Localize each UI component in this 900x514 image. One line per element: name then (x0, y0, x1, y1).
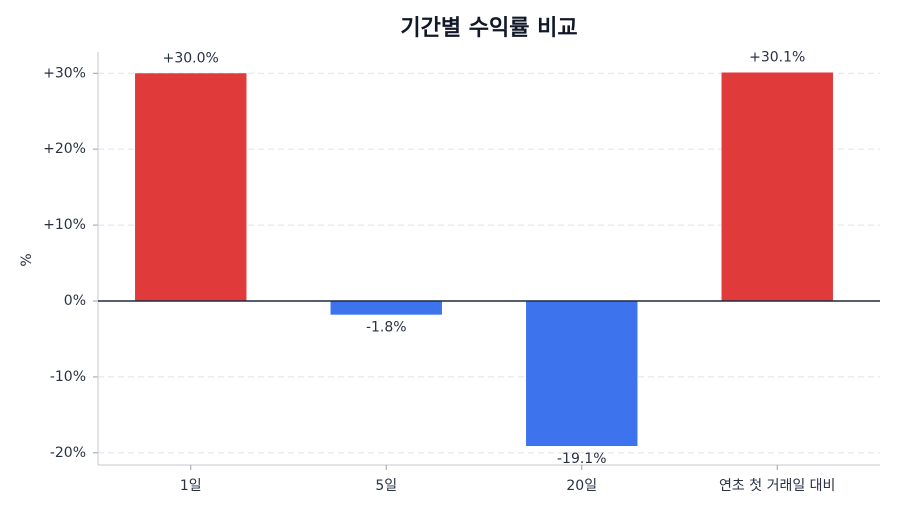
x-tick-label: 5일 (375, 478, 397, 494)
bar (526, 301, 638, 447)
value-label: +30.1% (749, 49, 805, 65)
y-axis-label: % (19, 253, 35, 266)
value-label: -1.8% (366, 320, 407, 336)
chart-title: 기간별 수익률 비교 (400, 16, 577, 41)
y-tick-label: +20% (43, 141, 86, 157)
bar (135, 73, 247, 302)
y-tick-label: +30% (43, 65, 86, 81)
value-label: -19.1% (557, 451, 607, 467)
value-label: +30.0% (163, 50, 219, 66)
y-tick-label: -20% (50, 445, 86, 461)
x-tick-label: 연초 첫 거래일 대비 (719, 478, 835, 494)
x-tick-label: 20일 (566, 478, 597, 494)
x-tick-label: 1일 (180, 478, 202, 494)
bar (721, 72, 833, 302)
bar (330, 301, 442, 315)
y-tick-label: +10% (43, 217, 86, 233)
y-tick-label: 0% (64, 293, 86, 309)
y-tick-label: -10% (50, 369, 86, 385)
